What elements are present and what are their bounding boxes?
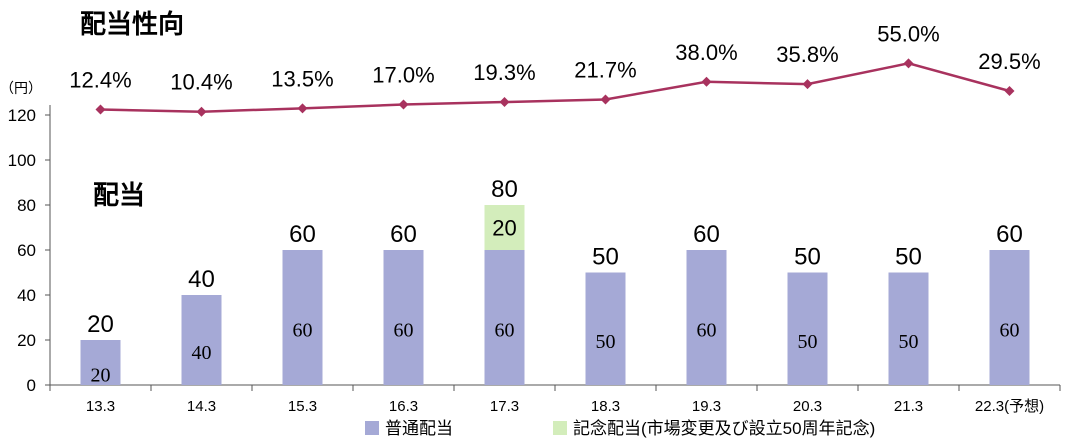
- legend-label-commemorative: 記念配当(市場変更及び設立50周年記念): [573, 418, 875, 438]
- payout-ratio-marker: [701, 76, 712, 87]
- bar-total-label: 50: [794, 244, 821, 271]
- legend-group: 普通配当 記念配当(市場変更及び設立50周年記念): [365, 418, 875, 438]
- payout-ratio-marker: [398, 99, 409, 110]
- payout-ratio-marker: [499, 97, 510, 108]
- payout-ratio-label: 19.3%: [473, 60, 535, 85]
- legend-label-regular: 普通配当: [385, 419, 453, 438]
- x-tick-label: 20.3: [793, 398, 822, 415]
- payout-ratio-label: 55.0%: [877, 21, 939, 46]
- x-tick-label: 21.3: [894, 398, 923, 415]
- payout-ratio-marker: [1004, 85, 1015, 96]
- bar-total-label: 50: [895, 244, 922, 271]
- labels-group: 20 20 40 40 60 60 60 60 60 20 80 50 50 60 60 50 50 50 50 60…: [69, 21, 1040, 386]
- x-tick-label: 19.3: [692, 398, 721, 415]
- x-tick-label: 14.3: [187, 398, 216, 415]
- y-tick-label: 20: [17, 331, 36, 350]
- x-tick-label: 22.3(予想): [975, 398, 1044, 415]
- bar-total-label: 60: [693, 221, 720, 248]
- payout-ratio-label: 13.5%: [271, 66, 333, 91]
- dividend-title: 配当: [93, 180, 145, 210]
- y-tick-label: 40: [17, 286, 36, 305]
- payout-ratio-label: 35.8%: [776, 42, 838, 67]
- payout-ratio-label: 21.7%: [574, 57, 636, 82]
- bar-regular-dividend: [181, 295, 222, 385]
- payout-line-group: [95, 58, 1015, 117]
- payout-ratio-marker: [600, 94, 611, 105]
- bars-group: [80, 205, 1030, 385]
- bar-total-label: 60: [390, 221, 417, 248]
- legend-swatch-regular: [365, 421, 379, 435]
- payout-ratio-label: 29.5%: [978, 49, 1040, 74]
- payout-ratio-line: [100, 62, 1010, 113]
- y-tick-label: 60: [17, 241, 36, 260]
- bar-regular-dividend: [80, 340, 121, 385]
- payout-ratio-label: 10.4%: [170, 70, 232, 95]
- y-tick-label: 120: [8, 106, 36, 125]
- bar-regular-dividend: [585, 272, 626, 385]
- bar-total-label: 80: [491, 176, 518, 203]
- bar-total-label: 40: [188, 266, 215, 293]
- bar-value-label: 60: [697, 320, 717, 342]
- bar-regular-dividend: [686, 250, 727, 385]
- bar-value-label: 60: [293, 320, 313, 342]
- x-tick-label: 16.3: [389, 398, 418, 415]
- payout-ratio-label: 38.0%: [675, 40, 737, 65]
- bar-value-label: 50: [596, 331, 616, 353]
- y-tick-label: 80: [17, 196, 36, 215]
- bar-regular-dividend: [787, 272, 828, 385]
- bar-value-label: 50: [798, 331, 818, 353]
- bar-regular-dividend: [383, 250, 424, 385]
- x-tick-label: 15.3: [288, 398, 317, 415]
- y-tick-label: 0: [27, 376, 36, 395]
- bar-total-label: 60: [996, 221, 1023, 248]
- bar-regular-dividend: [888, 272, 929, 385]
- bar-commemorative-dividend: [484, 205, 525, 250]
- bar-value-label: 40: [192, 342, 212, 364]
- bar-regular-dividend: [282, 250, 323, 385]
- payout-ratio-marker: [903, 58, 914, 69]
- y-axis-unit-label: （円）: [0, 80, 42, 96]
- bar-total-label: 60: [289, 221, 316, 248]
- payout-ratio-label: 12.4%: [69, 68, 131, 93]
- payout-ratio-marker: [297, 103, 308, 114]
- axes-group: 0 20 40 60 80 100 120 13.3 14.3 15.3 16.3 17.3 18.3 1…: [8, 105, 1061, 415]
- y-tick-label: 100: [8, 151, 36, 170]
- payout-ratio-title: 配当性向: [80, 9, 184, 39]
- x-tick-label: 18.3: [591, 398, 620, 415]
- x-tick-label: 17.3: [490, 398, 519, 415]
- bar-value-label-commemorative: 20: [492, 216, 516, 241]
- payout-ratio-marker: [196, 106, 207, 117]
- bar-regular-dividend: [989, 250, 1030, 385]
- x-tick-label: 13.3: [86, 398, 115, 415]
- payout-ratio-marker: [802, 79, 813, 90]
- bar-value-label: 50: [899, 331, 919, 353]
- bar-value-label: 20: [91, 365, 111, 387]
- bar-value-label: 60: [394, 320, 414, 342]
- bar-value-label: 60: [1000, 320, 1020, 342]
- legend-swatch-commemorative: [553, 421, 567, 435]
- payout-ratio-marker: [95, 104, 106, 115]
- bar-value-label: 60: [495, 320, 515, 342]
- bar-regular-dividend: [484, 250, 525, 385]
- payout-ratio-label: 17.0%: [372, 63, 434, 88]
- bar-total-label: 20: [87, 311, 114, 338]
- bar-total-label: 50: [592, 244, 619, 271]
